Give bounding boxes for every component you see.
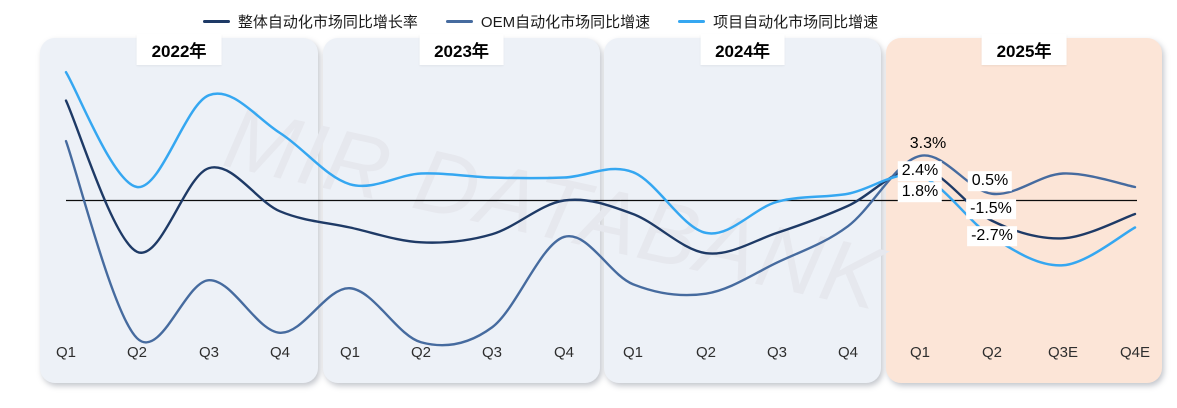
legend-line-swatch-icon	[445, 20, 473, 23]
legend-item-overall: 整体自动化市场同比增长率	[202, 11, 418, 32]
x-axis-label: Q2	[410, 344, 432, 361]
legend-label: 整体自动化市场同比增长率	[237, 14, 418, 31]
legend: 整体自动化市场同比增长率 OEM自动化市场同比增速 项目自动化市场同比增速	[0, 11, 1129, 32]
data-label: -1.5%	[966, 199, 1016, 219]
x-axis-label: Q1	[622, 344, 644, 361]
x-axis-label: Q4E	[1119, 344, 1151, 361]
series-line	[64, 99, 1137, 255]
data-label: 0.5%	[967, 171, 1013, 191]
panel-2025: 2025年	[886, 34, 1162, 383]
x-axis-label: Q4	[269, 344, 291, 361]
legend-item-oem: OEM自动化市场同比增速	[445, 11, 651, 32]
x-axis-label: Q1	[909, 344, 931, 361]
x-axis-label: Q4	[837, 344, 859, 361]
data-label: 2.4%	[897, 161, 943, 181]
legend-line-swatch-icon	[202, 20, 230, 23]
x-axis-label: Q3E	[1047, 344, 1079, 361]
x-axis-label: Q1	[339, 344, 361, 361]
x-axis-label: Q3	[766, 344, 788, 361]
x-axis-label: Q1	[55, 344, 77, 361]
data-label: 1.8%	[897, 182, 943, 202]
legend-item-project: 项目自动化市场同比增速	[678, 11, 878, 32]
panel-title: 2025年	[981, 34, 1067, 65]
x-axis-label: Q4	[553, 344, 575, 361]
panel-title: 2022年	[136, 34, 222, 65]
x-axis-label: Q2	[695, 344, 717, 361]
x-axis-label: Q2	[126, 344, 148, 361]
legend-label: OEM自动化市场同比增速	[480, 14, 651, 31]
panel-2023: 2023年	[323, 34, 600, 383]
legend-label: 项目自动化市场同比增速	[713, 14, 879, 31]
legend-line-swatch-icon	[678, 20, 706, 23]
series-line	[64, 71, 1137, 267]
data-label: -2.7%	[967, 226, 1017, 246]
x-axis-label: Q3	[481, 344, 503, 361]
x-axis-label: Q3	[198, 344, 220, 361]
series-line	[64, 139, 1137, 347]
panel-title: 2023年	[419, 34, 504, 65]
panel-title: 2024年	[700, 34, 785, 65]
x-axis-label: Q2	[981, 344, 1003, 361]
data-label: 3.3%	[909, 135, 947, 153]
